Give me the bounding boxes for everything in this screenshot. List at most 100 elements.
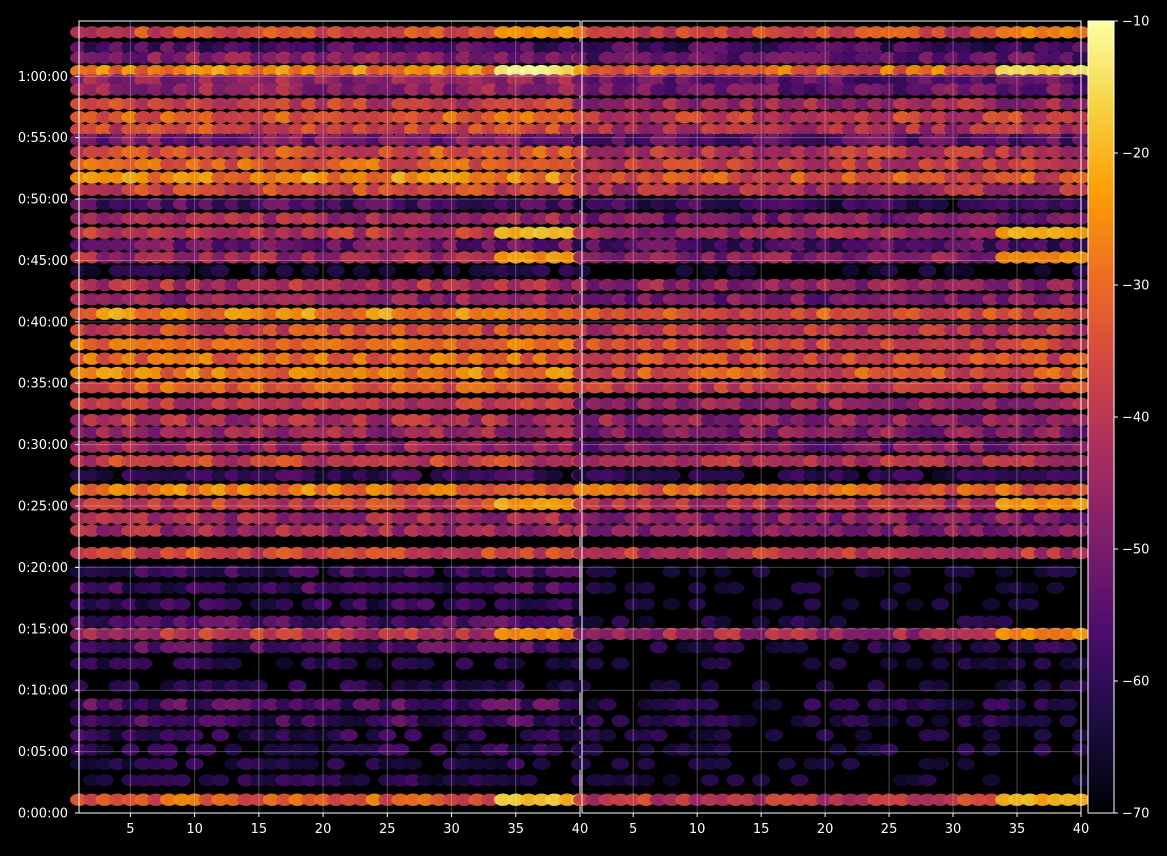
heatmap-cell [931, 440, 950, 453]
heatmap-cell [995, 338, 1014, 351]
heatmap-cell [688, 714, 707, 728]
heatmap-cell [700, 51, 719, 64]
heatmap-cell [262, 729, 281, 742]
heatmap-cell [637, 158, 655, 171]
heatmap-cell [185, 426, 204, 439]
heatmap-cell [442, 793, 461, 806]
heatmap-cell [301, 307, 320, 320]
heatmap-cell [314, 183, 333, 196]
heatmap-cell [688, 133, 707, 146]
heatmap-cell [545, 641, 564, 654]
heatmap-cell [468, 641, 487, 654]
heatmap-cell [790, 793, 809, 806]
heatmap-cell [108, 615, 127, 628]
heatmap-cell [585, 581, 604, 595]
heatmap-cell [585, 657, 604, 670]
heatmap-cell [455, 581, 474, 595]
heatmap-cell [198, 198, 217, 211]
heatmap-cell [224, 679, 243, 693]
heatmap-cell [95, 338, 114, 351]
heatmap-cell [198, 565, 217, 578]
heatmap-cell [493, 83, 512, 96]
heatmap-cell [288, 307, 307, 320]
heatmap-cell [493, 483, 512, 496]
heatmap-cell [352, 524, 371, 537]
heatmap-cell [442, 278, 461, 292]
heatmap-cell [752, 679, 771, 693]
heatmap-cell [1008, 64, 1026, 78]
heatmap-cell [237, 251, 255, 264]
heatmap-cell [918, 123, 937, 136]
heatmap-cell [726, 352, 745, 365]
heatmap-cell [545, 158, 564, 171]
heatmap-cell [481, 615, 500, 628]
heatmap-cell [803, 183, 822, 196]
heatmap-cell [95, 198, 114, 211]
heatmap-cell [455, 598, 474, 611]
heatmap-cell [262, 83, 281, 96]
heatmap-cell [995, 714, 1014, 728]
heatmap-cell [828, 524, 847, 537]
heatmap-cell [339, 413, 358, 427]
heatmap-cell [262, 171, 281, 184]
heatmap-cell [956, 51, 975, 64]
heatmap-cell [121, 598, 140, 611]
heatmap-cell [147, 627, 166, 641]
heatmap-cell [675, 83, 694, 96]
heatmap-cell [172, 440, 191, 453]
heatmap-cell [288, 366, 307, 380]
heatmap-cell [982, 51, 1001, 64]
heatmap-cell [352, 483, 371, 496]
heatmap-cell [1020, 198, 1039, 211]
heatmap-cell [944, 145, 963, 159]
heatmap-cell [816, 123, 835, 136]
heatmap-cell [982, 238, 1001, 252]
heatmap-cell [675, 440, 694, 453]
heatmap-cell [867, 352, 886, 365]
heatmap-cell [739, 51, 758, 64]
heatmap-cell [880, 657, 899, 670]
heatmap-cell [739, 714, 758, 728]
heatmap-cell [416, 158, 435, 171]
heatmap-cell [404, 546, 422, 560]
heatmap-cell [1046, 51, 1065, 64]
heatmap-cell [688, 497, 707, 511]
heatmap-cell [1059, 41, 1078, 54]
heatmap-cell [1008, 278, 1026, 292]
heatmap-cell [506, 64, 525, 78]
heatmap-cell [468, 483, 487, 496]
heatmap-cell [237, 338, 255, 351]
heatmap-cell [301, 641, 320, 654]
heatmap-cell [880, 226, 899, 239]
heatmap-cell [172, 793, 191, 806]
heatmap-cell [224, 714, 243, 728]
heatmap-cell [352, 111, 371, 124]
x-axis-left: 5 10 15 20 25 30 35 40 [126, 813, 588, 837]
heatmap-cell [880, 183, 899, 196]
heatmap-cell [481, 546, 500, 560]
heatmap-cell [108, 366, 127, 380]
heatmap-cell [969, 198, 988, 211]
heatmap-cell [237, 714, 255, 728]
heatmap-cell [803, 278, 822, 292]
heatmap-cell [611, 251, 630, 264]
heatmap-cell [867, 338, 886, 351]
heatmap-cell [147, 83, 166, 96]
heatmap-cell [224, 83, 243, 96]
heatmap-cell [288, 381, 307, 394]
heatmap-cell [481, 469, 500, 482]
heatmap-cell [532, 198, 551, 211]
heatmap-cell [82, 323, 101, 337]
heatmap-cell [455, 397, 474, 410]
heatmap-cell [995, 26, 1014, 39]
heatmap-cell [198, 123, 217, 136]
heatmap-cell [637, 41, 655, 54]
heatmap-cell [326, 743, 345, 756]
heatmap-cell [481, 238, 500, 252]
heatmap-cell [481, 714, 500, 728]
heatmap-cell [675, 366, 694, 380]
heatmap-cell [95, 774, 114, 787]
heatmap-cell [301, 145, 320, 159]
heatmap-cell [905, 83, 924, 96]
heatmap-cell [739, 264, 758, 277]
